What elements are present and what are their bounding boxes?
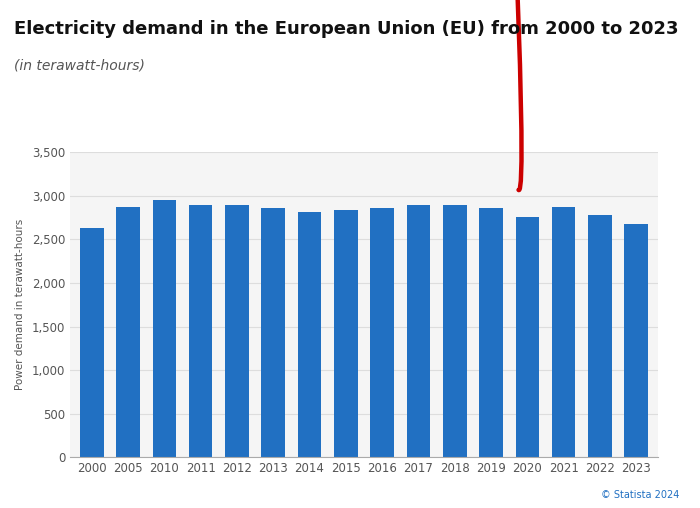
Bar [153,200,176,457]
Bar [407,205,430,457]
Bar [480,208,503,457]
Bar [515,217,539,457]
Bar [443,205,466,457]
Bar [370,208,394,457]
Text: (in terawatt-hours): (in terawatt-hours) [14,58,145,73]
Bar [225,205,248,457]
Bar [552,207,575,457]
Bar [298,212,321,457]
Bar [116,207,140,457]
Y-axis label: Power demand in terawatt-hours: Power demand in terawatt-hours [15,219,24,391]
Bar [189,205,213,457]
Bar [624,224,648,457]
Text: © Statista 2024: © Statista 2024 [601,490,679,500]
Bar [588,215,612,457]
Bar [80,228,104,457]
Bar [262,208,285,457]
Text: Electricity demand in the European Union (EU) from 2000 to 2023: Electricity demand in the European Union… [14,20,678,38]
Bar [334,210,358,457]
